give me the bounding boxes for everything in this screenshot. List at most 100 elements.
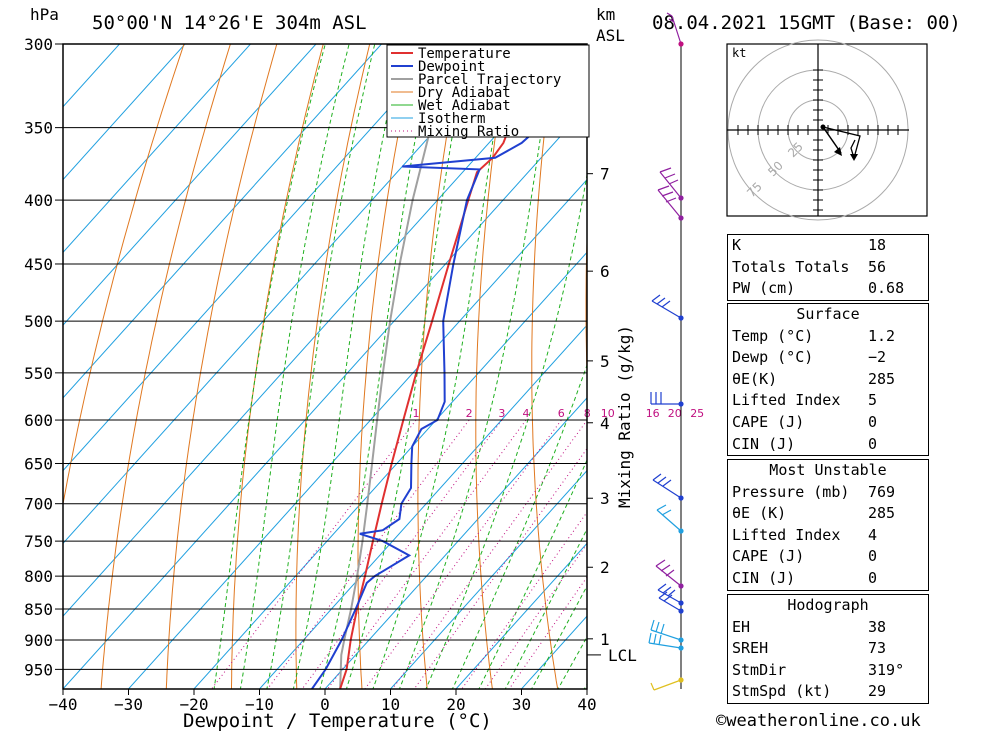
mixing-ratio-label: 4 xyxy=(523,407,530,420)
x-tick-label: 0 xyxy=(320,695,330,714)
row-cape: CAPE (J) 0 xyxy=(728,546,928,568)
label: θE (K) xyxy=(732,504,787,523)
pressure-label: 800 xyxy=(24,567,53,586)
value: −2 xyxy=(868,348,887,367)
value: 5 xyxy=(868,391,878,410)
mixing-ratio-line xyxy=(461,511,587,689)
mixing-ratio-line xyxy=(326,419,527,689)
value: 0 xyxy=(868,412,878,431)
wind-barb xyxy=(657,583,682,604)
km-tick-label: 7 xyxy=(600,165,610,184)
legend-mixing-ratio: Mixing Ratio xyxy=(418,124,519,140)
wind-barb xyxy=(658,591,682,612)
mixing-ratio-line xyxy=(210,419,417,689)
chart-title: 50°00'N 14°26'E 304m ASL xyxy=(92,12,367,34)
wet-adiabat-line xyxy=(398,44,556,689)
value: 285 xyxy=(868,369,896,388)
value: 0 xyxy=(868,547,878,566)
pressure-label: 550 xyxy=(24,364,53,383)
value: 769 xyxy=(868,482,896,501)
surface-table: Surface Temp (°C) 1.2 Dewp (°C) −2 θE(K) 28… xyxy=(727,303,929,457)
label: CAPE (J) xyxy=(732,412,805,431)
wet-adiabat-line xyxy=(239,44,350,689)
pressure-label: 850 xyxy=(24,600,53,619)
row-pw: PW (cm) 0.68 xyxy=(728,278,928,300)
mixing-ratio-label: 3 xyxy=(498,407,505,420)
dry-adiabat-line xyxy=(357,44,417,689)
wind-dot xyxy=(678,315,684,321)
wind-dot xyxy=(678,583,684,589)
surface-header: Surface xyxy=(796,305,860,323)
most-unstable-table: Most Unstable Pressure (mb) 769 θE (K) 285… xyxy=(727,459,929,591)
legend-dewpoint: Dewpoint xyxy=(418,59,485,75)
asl-label: ASL xyxy=(596,26,625,45)
row-k: K 18 xyxy=(728,235,928,257)
wind-barb-column xyxy=(648,12,684,691)
pressure-label: 950 xyxy=(24,660,53,679)
legend-wet-adiabat: Wet Adiabat xyxy=(418,98,511,114)
row-dewp: Dewp (°C) −2 xyxy=(728,347,928,369)
legend-dry-adiabat: Dry Adiabat xyxy=(418,85,511,101)
label: Pressure (mb) xyxy=(732,482,850,501)
km-tick-label: 5 xyxy=(600,352,610,371)
pressure-label: 400 xyxy=(24,191,53,210)
x-tick-label: −30 xyxy=(114,695,143,714)
value: 18 xyxy=(868,236,887,254)
label: SREH xyxy=(732,639,769,658)
hodograph-unit: kt xyxy=(732,46,746,60)
row-lifted: Lifted Index 5 xyxy=(728,390,928,412)
row-theta: θE(K) 285 xyxy=(728,369,928,391)
pressure-label: 300 xyxy=(24,35,53,54)
lcl-label: LCL xyxy=(608,646,637,665)
temperature-line xyxy=(339,44,571,689)
isotherm-line xyxy=(389,469,587,689)
x-tick-label: −40 xyxy=(49,695,78,714)
plot-frame xyxy=(62,43,588,690)
wind-barb xyxy=(650,679,682,691)
dry-adiabat-line xyxy=(973,44,1000,692)
km-tick-label: 1 xyxy=(600,630,610,649)
value: 29 xyxy=(868,682,887,701)
value: 0 xyxy=(868,434,878,453)
wet-adiabat-line xyxy=(213,44,326,689)
value: 0 xyxy=(868,568,878,587)
isotherm-line xyxy=(193,251,587,689)
km-tick-label: 3 xyxy=(600,489,610,508)
wet-adiabat-line xyxy=(345,44,470,689)
hodograph-arrowhead xyxy=(834,147,842,156)
hodograph-origin xyxy=(820,124,826,130)
hodograph-table: Hodograph EH 38 SREH 73 StmDir 319° StmSpd … xyxy=(727,594,929,704)
row-eh: EH 38 xyxy=(728,617,928,639)
wind-barb xyxy=(657,185,682,219)
row-theta: θE (K) 285 xyxy=(728,503,928,525)
value: 285 xyxy=(868,504,896,523)
km-tick-label: 4 xyxy=(600,414,610,433)
km-tick-label: 6 xyxy=(600,262,610,281)
date-label: 08.04.2021 15GMT (Base: 00) xyxy=(652,12,961,34)
mixing-ratio-line xyxy=(301,419,503,689)
value: 56 xyxy=(868,257,887,276)
isotherm-line xyxy=(63,44,252,254)
label: Temp (°C) xyxy=(732,326,814,345)
label: Dewp (°C) xyxy=(732,348,814,367)
isotherm-line xyxy=(63,44,186,181)
dry-adiabat-line xyxy=(531,44,559,689)
wet-adiabat-line xyxy=(425,172,587,689)
mixing-ratio-line xyxy=(413,447,587,689)
mixing-ratio-label: 16 xyxy=(646,407,660,420)
pressure-label: 700 xyxy=(24,495,53,514)
mixing-ratio-label: 1 xyxy=(413,407,420,420)
wind-barb xyxy=(659,167,682,199)
isotherm-line xyxy=(63,44,121,108)
wet-adiabat-line xyxy=(266,44,376,689)
row-totals: Totals Totals 56 xyxy=(728,257,928,279)
wind-dot xyxy=(678,401,684,407)
hodograph-arrowhead xyxy=(850,154,858,161)
wind-dot xyxy=(678,495,684,501)
pressure-label: 750 xyxy=(24,532,53,551)
value: 4 xyxy=(868,525,878,544)
row-pressure: Pressure (mb) 769 xyxy=(728,482,928,504)
wind-barb xyxy=(648,632,682,649)
dry-adiabat-line xyxy=(417,44,463,689)
